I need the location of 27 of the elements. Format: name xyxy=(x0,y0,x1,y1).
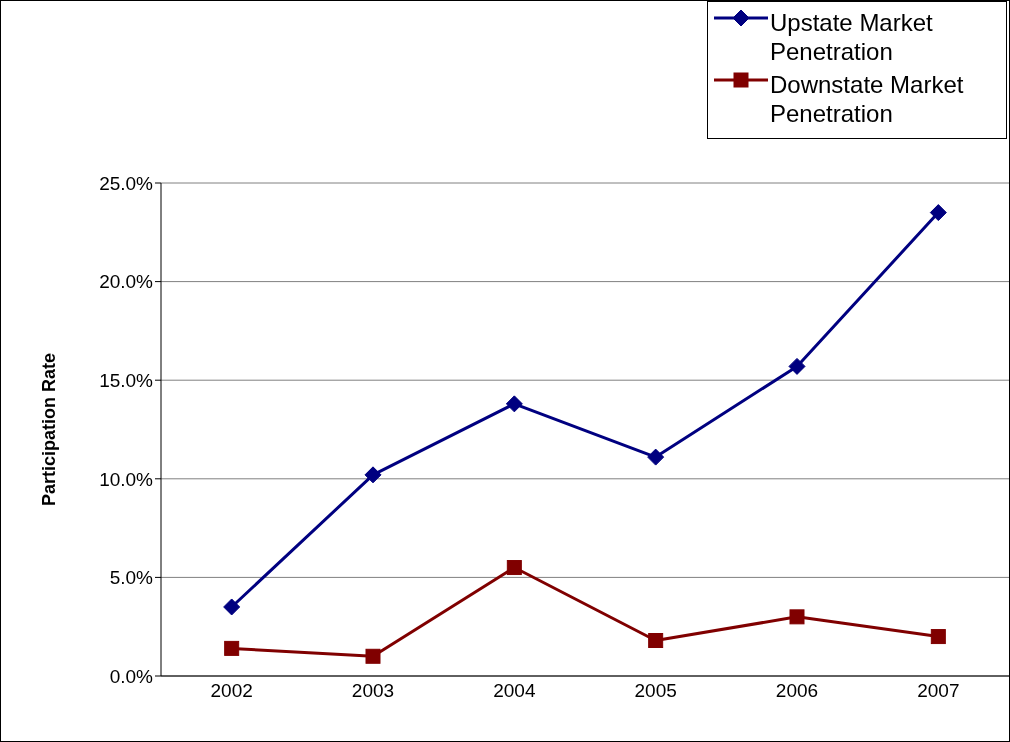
x-tick-label: 2005 xyxy=(634,680,677,702)
y-tick-label: 0.0% xyxy=(109,665,154,687)
y-tick-label: 15.0% xyxy=(99,369,154,391)
point xyxy=(789,609,805,625)
y-tick-label: 10.0% xyxy=(99,468,154,490)
y-tick-label: 5.0% xyxy=(109,567,154,589)
point xyxy=(930,629,946,645)
y-tick-label: 20.0% xyxy=(99,271,154,293)
y-tick-label: 25.0% xyxy=(99,172,154,194)
legend-label: Upstate Market Penetration xyxy=(770,8,934,66)
point xyxy=(929,204,947,222)
point xyxy=(506,560,522,576)
x-tick-label: 2003 xyxy=(351,680,395,702)
legend-label: Downstate Market Penetration xyxy=(770,70,965,128)
point xyxy=(364,466,382,484)
x-tick-label: 2004 xyxy=(493,680,536,702)
point xyxy=(365,648,381,664)
x-tick-label: 2007 xyxy=(917,680,960,702)
x-tick-label: 2002 xyxy=(210,680,253,702)
y-axis-title: Participation Rate xyxy=(39,352,60,507)
point xyxy=(223,598,241,616)
point xyxy=(648,633,664,648)
point xyxy=(505,395,523,413)
point xyxy=(788,357,806,375)
point xyxy=(224,640,240,656)
point xyxy=(647,448,665,466)
x-tick-label: 2006 xyxy=(775,680,819,702)
